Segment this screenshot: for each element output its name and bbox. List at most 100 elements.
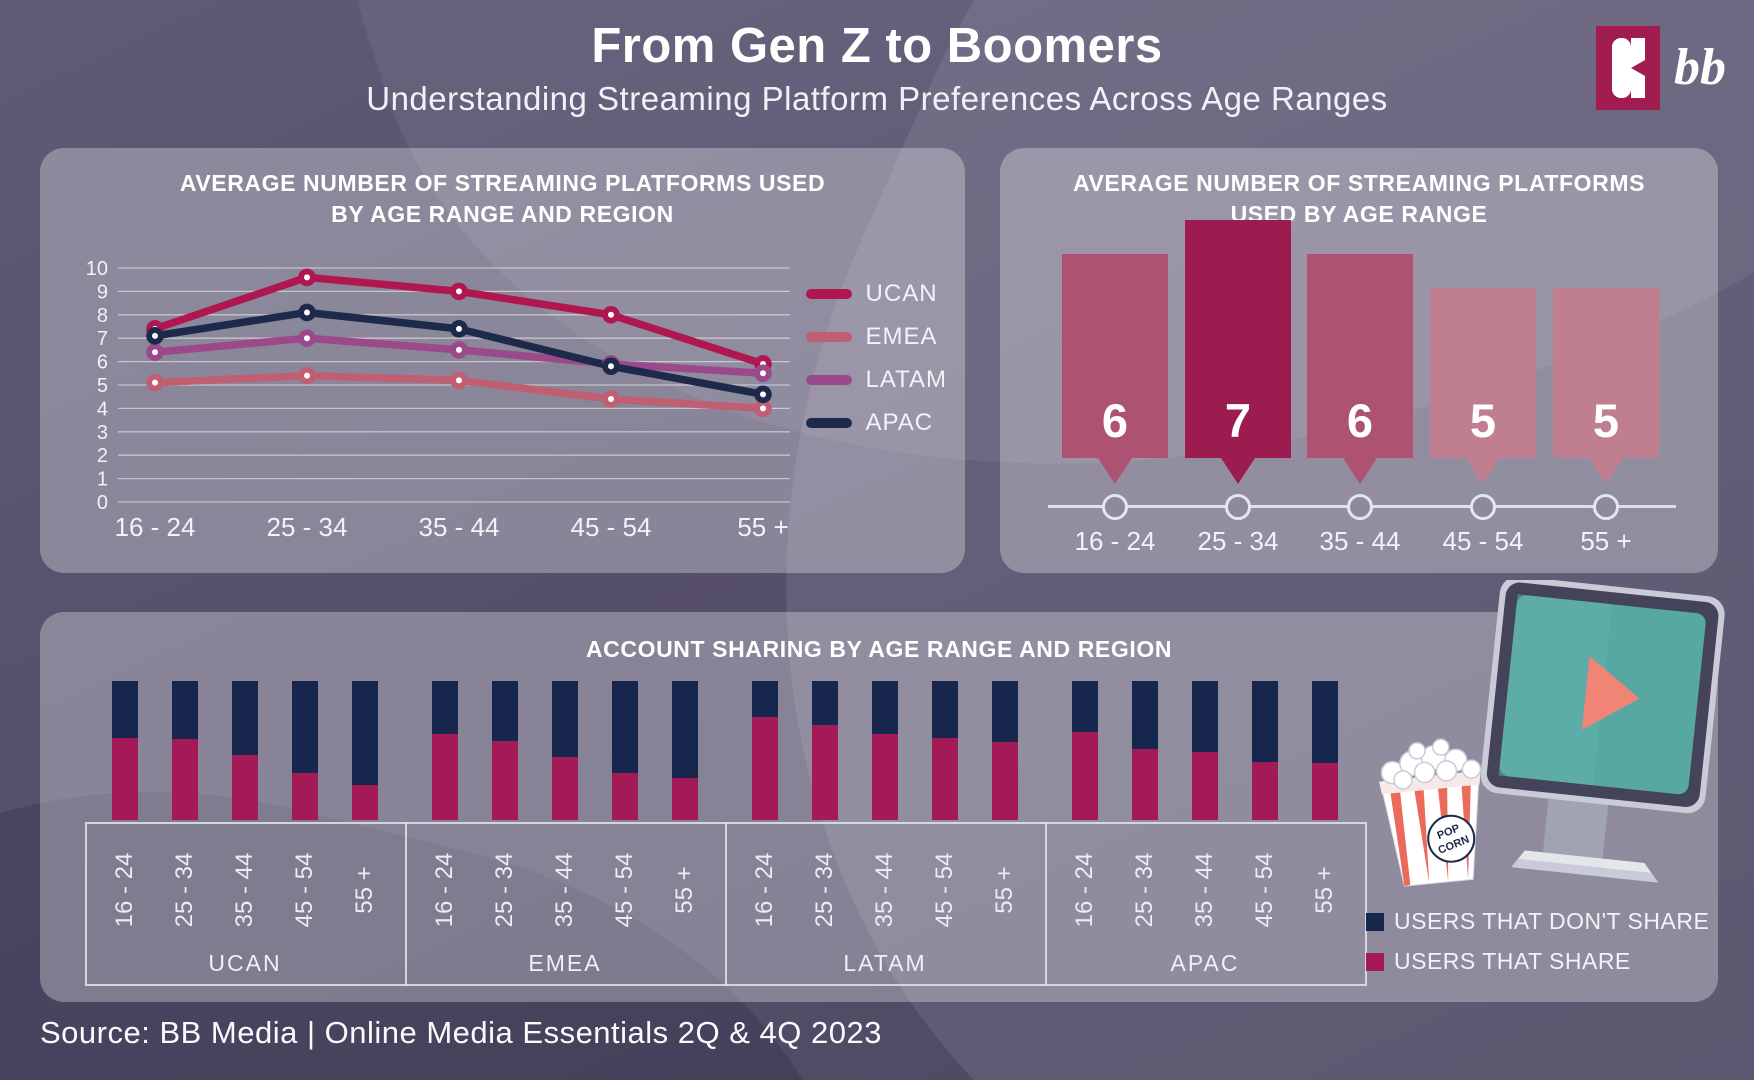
share-segment <box>172 739 198 820</box>
stacked-chart-legend: USERS THAT DON'T SHARE USERS THAT SHARE <box>1366 908 1709 975</box>
x-tick-label: 25 - 34 <box>811 852 838 928</box>
x-tick-label: 45 - 54 <box>931 852 958 928</box>
y-tick-label: 7 <box>97 328 108 350</box>
stacked-bar-APAC-16 - 24 <box>1072 681 1098 820</box>
bb-media-logo-icon <box>1596 26 1660 110</box>
x-tick-label: 45 - 54 <box>1442 526 1524 556</box>
dont-share-segment <box>1192 681 1218 752</box>
region-label-EMEA: EMEA <box>528 950 602 976</box>
share-segment <box>492 740 518 820</box>
data-point-center <box>760 391 766 398</box>
stacked-bar-UCAN-35 - 44 <box>232 681 258 820</box>
dont-share-segment <box>1072 681 1098 733</box>
share-segment <box>232 754 258 820</box>
stacked-chart-title: ACCOUNT SHARING BY AGE RANGE AND REGION <box>585 636 1173 662</box>
data-point-center <box>608 311 614 318</box>
data-point-center <box>152 349 158 356</box>
x-tick-label: 35 - 44 <box>419 512 500 542</box>
y-tick-label: 1 <box>97 469 108 491</box>
region-label-LATAM: LATAM <box>843 950 927 976</box>
dont-share-segment <box>1132 681 1158 750</box>
share-segment <box>812 725 838 820</box>
x-tick-label: 45 - 54 <box>291 852 318 928</box>
share-segment <box>872 733 898 820</box>
stacked-bar-LATAM-55 + <box>992 681 1018 820</box>
dont-share-segment <box>1312 681 1338 763</box>
x-tick-label: 45 - 54 <box>571 512 652 542</box>
dont-share-segment <box>1252 681 1278 762</box>
x-tick-label: 25 - 34 <box>171 852 198 928</box>
stacked-bar-APAC-45 - 54 <box>1252 681 1278 820</box>
bb-media-logo: bb <box>1596 26 1726 110</box>
timeline-dot <box>1102 494 1128 520</box>
stacked-bar-UCAN-45 - 54 <box>292 681 318 820</box>
share-segment <box>1312 763 1338 820</box>
legend-label: EMEA <box>865 323 938 350</box>
value-bar-55 +: 5 <box>1553 288 1659 484</box>
x-tick-label: 55 + <box>351 866 378 914</box>
stacked-bar-LATAM-16 - 24 <box>752 681 778 820</box>
stacked-bar-LATAM-45 - 54 <box>932 681 958 820</box>
group-divider <box>1045 822 1047 986</box>
dont-share-segment <box>752 681 778 718</box>
data-point-center <box>760 370 766 377</box>
dont-share-segment <box>932 681 958 738</box>
x-tick-label: 35 - 44 <box>231 852 258 928</box>
page-subtitle: Understanding Streaming Platform Prefere… <box>366 80 1388 117</box>
legend-entry-LATAM: LATAM <box>805 366 947 394</box>
share-segment <box>1072 732 1098 820</box>
stacked-bar-EMEA-16 - 24 <box>432 681 458 820</box>
data-point-center <box>152 379 158 386</box>
data-point-center <box>608 363 614 370</box>
legend-label: APAC <box>865 409 934 436</box>
timeline-dot <box>1225 494 1251 520</box>
share-segment <box>552 757 578 820</box>
dont-share-segment <box>352 681 378 786</box>
share-segment <box>672 778 698 820</box>
value-label: 7 <box>1224 394 1252 447</box>
share-segment <box>432 733 458 820</box>
stacked-bar-EMEA-35 - 44 <box>552 681 578 820</box>
legend-label: UCAN <box>865 280 938 307</box>
x-tick-label: 16 - 24 <box>431 852 458 928</box>
stacked-bar-UCAN-25 - 34 <box>172 681 198 820</box>
share-segment <box>752 717 778 820</box>
value-label: 5 <box>1592 394 1620 447</box>
share-segment <box>1132 749 1158 820</box>
share-segment <box>932 737 958 820</box>
legend-label: LATAM <box>865 366 947 393</box>
stacked-bar-EMEA-55 + <box>672 681 698 820</box>
line-chart-legend: UCAN EMEA LATAM APAC <box>805 280 947 437</box>
data-point-center <box>304 309 310 316</box>
x-tick-label: 35 - 44 <box>551 852 578 928</box>
stacked-bar-UCAN-16 - 24 <box>112 681 138 820</box>
share-segment <box>1252 761 1278 820</box>
data-point-center <box>304 335 310 342</box>
data-point-center <box>152 332 158 339</box>
value-label: 5 <box>1469 394 1497 447</box>
legend-entry-APAC: APAC <box>805 409 947 437</box>
x-tick-label: 35 - 44 <box>1191 852 1218 928</box>
value-label: 6 <box>1101 394 1129 447</box>
x-tick-label: 16 - 24 <box>1074 526 1156 556</box>
dont-share-segment <box>612 681 638 773</box>
dont-share-segment <box>872 681 898 734</box>
share-segment <box>992 742 1018 820</box>
dont-share-segment <box>552 681 578 758</box>
legend-swatch <box>805 332 852 342</box>
stacked-bar-LATAM-35 - 44 <box>872 681 898 820</box>
x-tick-label: 45 - 54 <box>1251 852 1278 928</box>
legend-swatch <box>805 289 852 299</box>
group-divider <box>725 822 727 986</box>
legend-label: USERS THAT SHARE <box>1394 948 1631 974</box>
x-tick-label: 55 + <box>671 866 698 914</box>
timeline-dot <box>1593 494 1619 520</box>
x-tick-label: 35 - 44 <box>1319 526 1401 556</box>
value-bar-25 - 34: 7 <box>1185 220 1291 484</box>
y-tick-label: 9 <box>97 281 108 303</box>
dont-share-segment <box>992 681 1018 743</box>
dont-share-segment <box>812 681 838 726</box>
navy-swatch <box>1366 912 1384 931</box>
data-point-center <box>304 274 310 281</box>
